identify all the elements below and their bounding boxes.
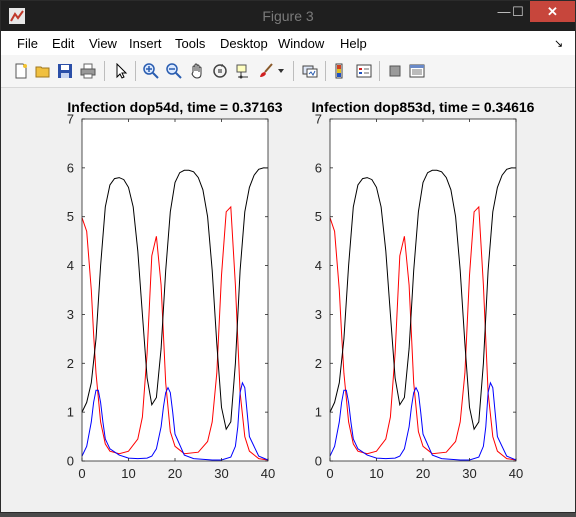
window-title: Figure 3 (262, 8, 314, 24)
data-cursor-icon[interactable] (233, 61, 253, 81)
x-tick-label: 40 (261, 466, 275, 481)
pan-icon[interactable] (187, 61, 207, 81)
toolbar-separator (379, 61, 380, 81)
menu-insert[interactable]: Insert (129, 36, 162, 51)
rotate-3d-icon[interactable] (210, 61, 230, 81)
figure-canvas: 0 10 20 30 40 0 1 2 3 4 5 6 7 Infection dop54d, time … (1, 88, 575, 512)
menu-bar: File Edit View Insert Tools Desktop Wind… (1, 31, 575, 55)
y-tick-label: 3 (315, 307, 322, 322)
y-tick-label: 3 (67, 307, 74, 322)
axes-background (82, 119, 268, 461)
menu-edit[interactable]: Edit (52, 36, 75, 51)
toolbar-separator (135, 61, 136, 81)
toolbar-separator (293, 61, 294, 81)
x-tick-label: 10 (369, 466, 383, 481)
y-tick-label: 5 (315, 209, 322, 224)
toolbar-separator (325, 61, 326, 81)
series-line-2 (81, 167, 268, 431)
y-tick-label: 1 (67, 405, 74, 420)
axes-background (330, 119, 516, 461)
maximize-button[interactable]: ☐ (512, 3, 524, 19)
y-tick-label: 2 (315, 356, 322, 371)
x-tick-label: 0 (78, 466, 85, 481)
menu-file[interactable]: File (17, 36, 38, 51)
toolbar (1, 55, 575, 88)
series-line-1 (81, 205, 269, 461)
x-tick-label: 40 (509, 466, 523, 481)
x-tick-label: 10 (121, 466, 135, 481)
menu-desktop[interactable]: Desktop (220, 36, 268, 51)
link-plot-icon[interactable] (300, 61, 320, 81)
y-tick-label: 7 (315, 112, 322, 127)
open-file-icon[interactable] (33, 61, 53, 81)
title-bar: Figure 3 — ☐ ✕ (1, 1, 575, 31)
y-tick-label: 4 (315, 258, 322, 273)
y-tick-label: 7 (67, 112, 74, 127)
new-figure-icon[interactable] (11, 61, 31, 81)
menu-view[interactable]: View (89, 36, 117, 51)
menu-help[interactable]: Help (340, 36, 367, 51)
y-tick-label: 5 (67, 209, 74, 224)
series-line-3 (329, 381, 517, 461)
axes-title: Infection dop853d, time = 0.34616 (312, 99, 535, 115)
toolbar-separator (104, 61, 105, 81)
x-tick-label: 30 (462, 466, 476, 481)
y-tick-label: 6 (67, 160, 74, 175)
x-tick-label: 0 (326, 466, 333, 481)
close-button[interactable]: ✕ (530, 1, 575, 22)
hide-plot-tools-icon[interactable] (385, 61, 405, 81)
matlab-app-icon (9, 8, 25, 24)
y-tick-label: 0 (315, 454, 322, 469)
brush-dropdown-icon[interactable] (275, 61, 287, 81)
y-tick-label: 0 (67, 454, 74, 469)
dock-arrow-icon[interactable]: ↘ (554, 38, 564, 50)
show-plot-tools-icon[interactable] (407, 61, 427, 81)
menu-window[interactable]: Window (278, 36, 325, 51)
pointer-icon[interactable] (111, 61, 131, 81)
save-icon[interactable] (55, 61, 75, 81)
minimize-button[interactable]: — (497, 4, 511, 19)
y-tick-label: 1 (315, 405, 322, 420)
x-tick-label: 30 (214, 466, 228, 481)
brush-icon[interactable] (256, 61, 276, 81)
series-line-2 (329, 167, 516, 431)
zoom-out-icon[interactable] (164, 61, 184, 81)
series-line-3 (81, 381, 269, 461)
x-tick-label: 20 (416, 466, 430, 481)
menu-tools[interactable]: Tools (175, 36, 206, 51)
colorbar-icon[interactable] (331, 61, 351, 81)
zoom-in-icon[interactable] (141, 61, 161, 81)
y-tick-label: 6 (315, 160, 322, 175)
series-line-1 (329, 205, 517, 461)
y-tick-label: 2 (67, 356, 74, 371)
x-tick-label: 20 (168, 466, 182, 481)
legend-icon[interactable] (354, 61, 374, 81)
y-tick-label: 4 (67, 258, 74, 273)
axes-title: Infection dop54d, time = 0.37163 (67, 99, 282, 115)
print-icon[interactable] (78, 61, 98, 81)
